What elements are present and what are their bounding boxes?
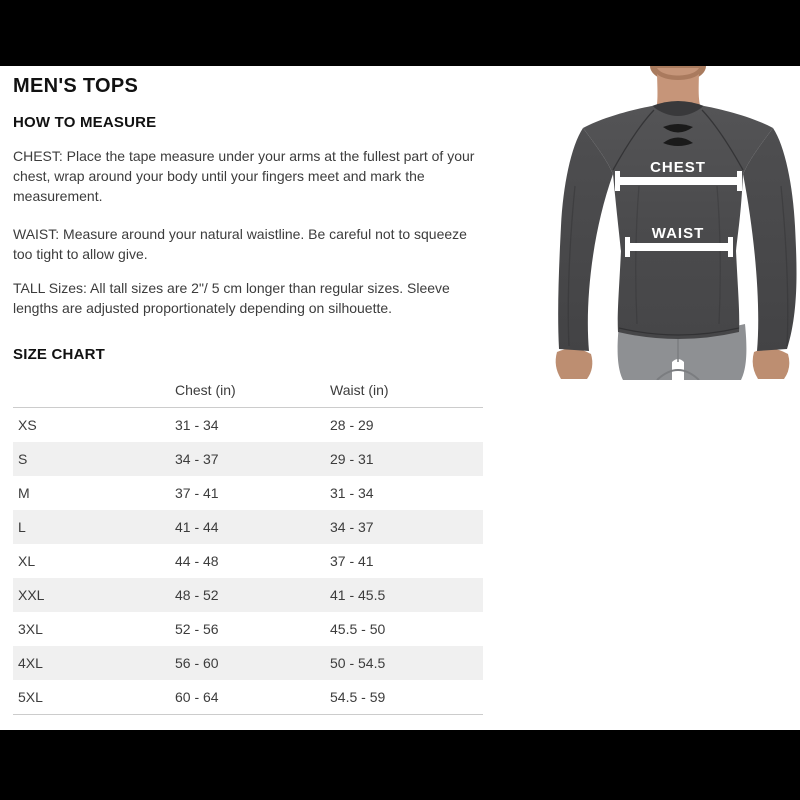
- chest-cell: 48 - 52: [175, 587, 219, 603]
- waist-cell: 37 - 41: [330, 553, 374, 569]
- size-cell: 5XL: [13, 680, 170, 715]
- chest-cell: 41 - 44: [175, 519, 219, 535]
- waist-column-header: Waist (in): [325, 379, 483, 408]
- table-row: 5XL 60 - 64 54.5 - 59: [13, 680, 483, 715]
- size-guide-page: MEN'S TOPS HOW TO MEASURE CHEST: Place t…: [0, 66, 800, 730]
- waist-cell: 50 - 54.5: [330, 655, 386, 671]
- size-cell: 3XL: [18, 621, 43, 637]
- waist-bar-left-cap: [625, 237, 630, 257]
- chest-cell: 60 - 64: [170, 680, 325, 715]
- letterbox-top-bar: [0, 0, 800, 66]
- size-cell: S: [18, 451, 28, 467]
- model-hands: [555, 348, 790, 379]
- how-to-measure-heading: HOW TO MEASURE: [13, 114, 157, 131]
- letterbox-bottom-bar: [0, 730, 800, 800]
- waist-bar-right-cap: [728, 237, 733, 257]
- chest-cell: 52 - 56: [175, 621, 219, 637]
- chest-cell: 56 - 60: [175, 655, 219, 671]
- waist-instructions: WAIST: Measure around your natural waist…: [13, 226, 467, 262]
- waist-measure-group: WAIST: [625, 225, 733, 257]
- size-cell: L: [18, 519, 26, 535]
- model-shirt-torso: [583, 106, 773, 339]
- waist-label: WAIST: [652, 225, 705, 242]
- chest-cell: 34 - 37: [175, 451, 219, 467]
- size-cell: 4XL: [18, 655, 43, 671]
- table-row: L 41 - 44 34 - 37: [13, 510, 483, 544]
- brand-logo-icon: [663, 124, 693, 146]
- waist-cell: 31 - 34: [330, 485, 374, 501]
- page-title: MEN'S TOPS: [13, 75, 139, 97]
- table-row: S 34 - 37 29 - 31: [13, 442, 483, 476]
- table-row: 4XL 56 - 60 50 - 54.5: [13, 646, 483, 680]
- model-right-sleeve: [743, 128, 797, 351]
- waist-cell: 34 - 37: [330, 519, 374, 535]
- table-header-row: Chest (in) Waist (in): [13, 379, 483, 408]
- model-shorts: [617, 324, 747, 380]
- chest-instructions: CHEST: Place the tape measure under your…: [13, 148, 475, 204]
- size-column-header: [13, 379, 170, 408]
- table-row: XS 31 - 34 28 - 29: [13, 408, 483, 443]
- text-column: MEN'S TOPS HOW TO MEASURE CHEST: Place t…: [13, 66, 483, 715]
- waist-measure-bar: [625, 243, 733, 251]
- table-row: XL 44 - 48 37 - 41: [13, 544, 483, 578]
- chest-cell: 31 - 34: [175, 417, 219, 433]
- table-row: M 37 - 41 31 - 34: [13, 476, 483, 510]
- chest-bar-right-cap: [737, 171, 742, 191]
- size-chart-heading: SIZE CHART: [13, 346, 105, 363]
- chest-label: CHEST: [650, 159, 706, 176]
- shirt-seams: [567, 109, 789, 347]
- waist-cell: 45.5 - 50: [330, 621, 386, 637]
- model-left-sleeve: [558, 128, 613, 351]
- size-chart-table: Chest (in) Waist (in) XS 31 - 34 28 - 29…: [13, 379, 483, 715]
- waist-cell: 54.5 - 59: [325, 680, 483, 715]
- chest-cell: 37 - 41: [175, 485, 219, 501]
- model-illustration: CHEST WAIST: [555, 66, 797, 380]
- chest-bar-left-cap: [615, 171, 620, 191]
- waist-cell: 41 - 45.5: [330, 587, 386, 603]
- measurement-model-photo: CHEST WAIST: [545, 66, 800, 380]
- table-row: XXL 48 - 52 41 - 45.5: [13, 578, 483, 612]
- table-row: 3XL 52 - 56 45.5 - 50: [13, 612, 483, 646]
- model-collar: [652, 101, 704, 116]
- chest-column-header: Chest (in): [170, 379, 325, 408]
- size-cell: XXL: [18, 587, 45, 603]
- chest-measure-group: CHEST: [615, 159, 742, 191]
- chest-measure-bar: [615, 177, 742, 185]
- waist-cell: 28 - 29: [330, 417, 374, 433]
- waist-cell: 29 - 31: [330, 451, 374, 467]
- tall-sizes-instructions: TALL Sizes: All tall sizes are 2"/ 5 cm …: [13, 280, 450, 316]
- chest-cell: 44 - 48: [175, 553, 219, 569]
- model-neck: [650, 66, 706, 112]
- size-cell: XS: [18, 417, 37, 433]
- size-cell: M: [18, 485, 30, 501]
- size-cell: XL: [18, 553, 36, 569]
